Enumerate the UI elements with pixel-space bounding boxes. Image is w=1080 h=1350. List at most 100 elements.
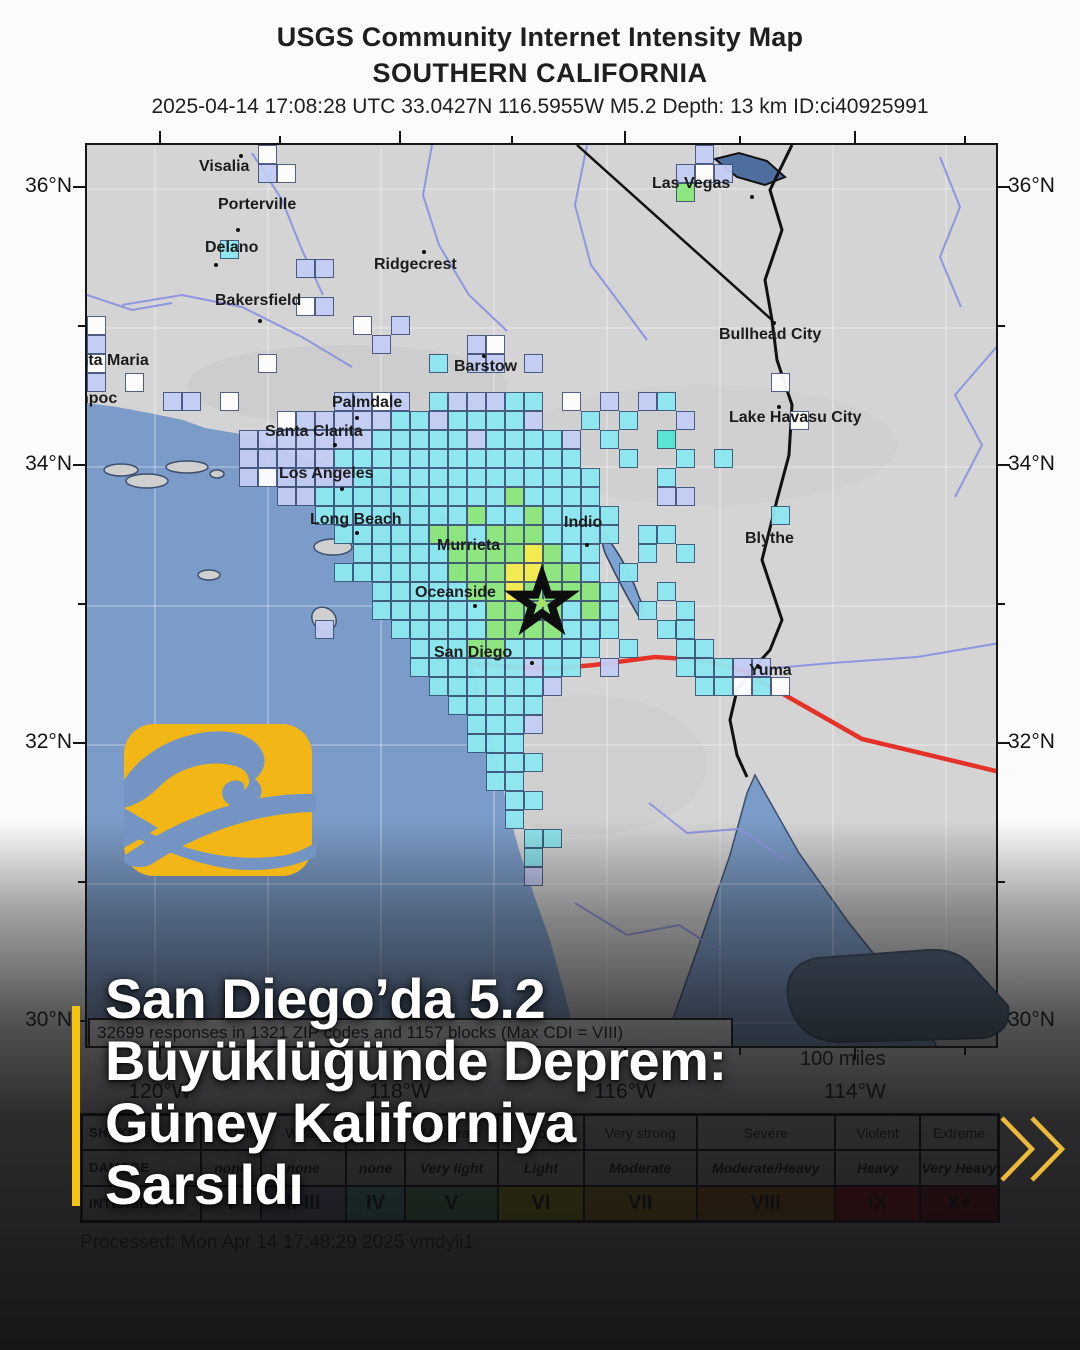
intensity-cell (657, 487, 676, 506)
city-label: Visalia (199, 158, 250, 175)
intensity-cell (353, 563, 372, 582)
intensity-cell (353, 468, 372, 487)
intensity-cell (524, 829, 543, 848)
intensity-cell (372, 563, 391, 582)
intensity-cell (505, 734, 524, 753)
intensity-cell (505, 753, 524, 772)
city-label: Blythe (745, 530, 794, 547)
intensity-cell (277, 430, 296, 449)
intensity-cell (372, 411, 391, 430)
city-label: Murrieta (437, 537, 501, 554)
intensity-cell (524, 677, 543, 696)
city-label: San Diego (434, 644, 513, 661)
intensity-cell (448, 696, 467, 715)
intensity-cell (467, 449, 486, 468)
intensity-cell (657, 430, 676, 449)
intensity-cell (391, 316, 410, 335)
intensity-cell (334, 392, 353, 411)
intensity-cell (296, 411, 315, 430)
intensity-cell (714, 658, 733, 677)
intensity-cell (524, 696, 543, 715)
intensity-cell (524, 392, 543, 411)
intensity-cell (410, 506, 429, 525)
intensity-cell (505, 601, 524, 620)
intensity-map[interactable]: Visalia Porterville Delano Bakersfield Ridge… (85, 143, 998, 1048)
intensity-cell (714, 677, 733, 696)
intensity-cell (505, 411, 524, 430)
intensity-cell (505, 544, 524, 563)
intensity-cell (467, 468, 486, 487)
intensity-cell (372, 468, 391, 487)
intensity-cell (296, 487, 315, 506)
intensity-cell (277, 164, 296, 183)
chevrons-right-icon[interactable] (996, 1114, 1068, 1184)
intensity-cell (467, 677, 486, 696)
intensity-cell (429, 354, 448, 373)
intensity-cell (524, 715, 543, 734)
intensity-cell (429, 487, 448, 506)
intensity-cell (524, 791, 543, 810)
intensity-cell (410, 525, 429, 544)
intensity-cell (619, 411, 638, 430)
city-label: Oceanside (415, 584, 496, 601)
intensity-cell (676, 164, 695, 183)
intensity-cell (467, 392, 486, 411)
city-dot (757, 665, 761, 669)
intensity-cell (391, 544, 410, 563)
intensity-cell (410, 563, 429, 582)
intensity-cell (429, 658, 448, 677)
intensity-cell (543, 525, 562, 544)
intensity-cell (429, 677, 448, 696)
city-label: Barstow (454, 358, 518, 375)
intensity-cell (429, 506, 448, 525)
headline-line: San Diego’da 5.2 (105, 967, 546, 1030)
intensity-cell (296, 468, 315, 487)
lat-label: 32°N (25, 730, 72, 753)
intensity-cell (638, 601, 657, 620)
intensity-cell (486, 392, 505, 411)
intensity-cell (410, 639, 429, 658)
intensity-cell (467, 487, 486, 506)
intensity-cell (353, 411, 372, 430)
intensity-cell (391, 582, 410, 601)
intensity-cell (296, 449, 315, 468)
intensity-cell (391, 620, 410, 639)
intensity-cell (524, 753, 543, 772)
intensity-cell (391, 411, 410, 430)
intensity-cell (467, 563, 486, 582)
intensity-cell (486, 677, 505, 696)
intensity-cell (505, 487, 524, 506)
intensity-cell (657, 468, 676, 487)
intensity-cell (410, 430, 429, 449)
intensity-cell (505, 430, 524, 449)
city-dot (239, 154, 243, 158)
intensity-cell (676, 487, 695, 506)
intensity-cell (448, 468, 467, 487)
intensity-cell (353, 487, 372, 506)
intensity-cell (429, 430, 448, 449)
intensity-cell (163, 392, 182, 411)
intensity-cell (562, 392, 581, 411)
intensity-cell (505, 449, 524, 468)
intensity-cell (524, 487, 543, 506)
intensity-cell (486, 734, 505, 753)
intensity-cell (277, 449, 296, 468)
intensity-cell (334, 468, 353, 487)
lat-label: 34°N (1008, 452, 1055, 475)
intensity-cell (467, 525, 486, 544)
intensity-cell (334, 506, 353, 525)
intensity-cell (562, 658, 581, 677)
intensity-cell (619, 449, 638, 468)
intensity-cell (467, 582, 486, 601)
city-dot (530, 661, 534, 665)
colorado-river-border (728, 145, 794, 778)
city-label: Lompoc (87, 390, 118, 407)
intensity-cell (543, 449, 562, 468)
city-label: Delano (205, 239, 259, 256)
intensity-cell (467, 430, 486, 449)
city-dot (214, 263, 218, 267)
intensity-cell (315, 449, 334, 468)
intensity-cell (429, 601, 448, 620)
intensity-cell (600, 392, 619, 411)
intensity-cell (429, 544, 448, 563)
